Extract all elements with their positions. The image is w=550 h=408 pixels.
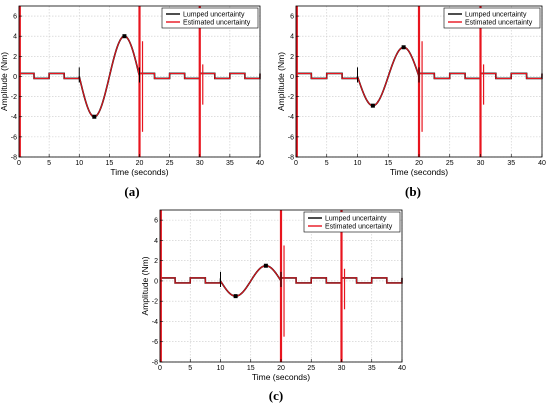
y-tick-label: -6 <box>152 339 158 346</box>
y-axis-label: Amplitude (Nm) <box>276 52 286 111</box>
y-tick-label: -8 <box>11 155 17 162</box>
series-peak-marker <box>92 114 97 119</box>
legend-label: Estimated uncertainty <box>325 223 393 230</box>
x-tick-label: 10 <box>75 160 83 167</box>
x-tick-label: 35 <box>368 365 376 372</box>
y-tick-label: 2 <box>154 258 158 265</box>
chart-panel-b: 0 5 10 15 20 25 30 35 40 -8 -6 -4 -2 0 2 4 6 Time (second… <box>276 0 550 180</box>
x-tick-label: 40 <box>256 160 264 167</box>
y-tick-label: 0 <box>13 74 17 81</box>
y-tick-label: 6 <box>154 218 158 225</box>
caption-c: (c) <box>268 388 284 403</box>
legend-label: Estimated uncertainty <box>183 19 251 26</box>
x-tick-label: 0 <box>294 160 298 167</box>
y-tick-label: -8 <box>152 360 158 367</box>
x-tick-label: 5 <box>188 365 192 372</box>
legend-label: Lumped uncertainty <box>325 215 387 222</box>
x-tick-label: 35 <box>226 160 234 167</box>
y-tick-label: -2 <box>288 94 294 101</box>
series-peak-marker <box>401 45 406 50</box>
caption-b: (b) <box>405 184 421 199</box>
chart-svg-b: 0 5 10 15 20 25 30 35 40 -8 -6 -4 -2 0 2 4 6 Time (second… <box>276 5 546 177</box>
x-tick-label: 15 <box>105 160 113 167</box>
legend-box <box>443 7 541 29</box>
legend-box <box>161 7 259 29</box>
x-tick-label: 25 <box>307 365 315 372</box>
y-tick-label: 0 <box>290 74 294 81</box>
y-tick-label: -8 <box>288 155 294 162</box>
x-tick-label: 20 <box>136 160 144 167</box>
x-tick-label: 30 <box>338 365 346 372</box>
chart-panel-a: 0 5 10 15 20 25 30 35 40 -8 -6 -4 -2 0 2 4 6 Time (second… <box>0 0 275 180</box>
y-tick-label: 6 <box>290 14 294 21</box>
x-tick-label: 10 <box>217 365 225 372</box>
x-tick-label: 35 <box>507 160 515 167</box>
y-tick-label: -2 <box>11 94 17 101</box>
y-tick-label: -4 <box>11 114 17 121</box>
x-axis-label: Time (seconds) <box>390 167 448 177</box>
y-tick-label: -6 <box>11 134 17 141</box>
x-axis-label: Time (seconds) <box>252 372 310 382</box>
y-tick-label: -4 <box>152 319 158 326</box>
legend-box <box>303 211 401 233</box>
x-tick-label: 20 <box>415 160 423 167</box>
series-peak-marker <box>233 294 238 299</box>
legend-label: Lumped uncertainty <box>465 11 527 18</box>
x-tick-label: 0 <box>158 365 162 372</box>
series-peak-marker <box>370 103 375 108</box>
x-axis-label: Time (seconds) <box>110 167 168 177</box>
chart-panel-c: 0 5 10 15 20 25 30 35 40 -8 -6 -4 -2 0 2 4 6 Time (second… <box>138 204 413 386</box>
series-peak-marker <box>122 34 127 39</box>
x-tick-label: 10 <box>354 160 362 167</box>
chart-svg-a: 0 5 10 15 20 25 30 35 40 -8 -6 -4 -2 0 2 4 6 Time (second… <box>0 5 264 177</box>
x-tick-label: 40 <box>538 160 546 167</box>
series-peak-marker <box>263 263 268 268</box>
y-tick-label: -2 <box>152 299 158 306</box>
y-tick-label: 4 <box>154 238 158 245</box>
y-tick-label: 6 <box>13 14 17 21</box>
y-tick-label: 2 <box>290 54 294 61</box>
y-tick-label: 2 <box>13 54 17 61</box>
x-tick-label: 30 <box>196 160 204 167</box>
legend-label: Lumped uncertainty <box>183 11 245 18</box>
x-tick-label: 15 <box>384 160 392 167</box>
y-axis-label: Amplitude (Nm) <box>140 256 150 315</box>
x-tick-label: 15 <box>247 365 255 372</box>
caption-a: (a) <box>124 184 140 199</box>
x-tick-label: 5 <box>47 160 51 167</box>
x-tick-label: 25 <box>446 160 454 167</box>
y-tick-label: 4 <box>13 34 17 41</box>
y-tick-label: 4 <box>290 34 294 41</box>
y-axis-label: Amplitude (Nm) <box>0 52 9 111</box>
x-tick-label: 20 <box>277 365 285 372</box>
x-tick-label: 30 <box>477 160 485 167</box>
chart-svg-c: 0 5 10 15 20 25 30 35 40 -8 -6 -4 -2 0 2 4 6 Time (second… <box>140 209 406 382</box>
y-tick-label: -6 <box>288 134 294 141</box>
x-tick-label: 5 <box>325 160 329 167</box>
y-tick-label: 0 <box>154 278 158 285</box>
x-tick-label: 25 <box>166 160 174 167</box>
x-tick-label: 0 <box>17 160 21 167</box>
y-tick-label: -4 <box>288 114 294 121</box>
legend-label: Estimated uncertainty <box>465 19 533 26</box>
x-tick-label: 40 <box>398 365 406 372</box>
